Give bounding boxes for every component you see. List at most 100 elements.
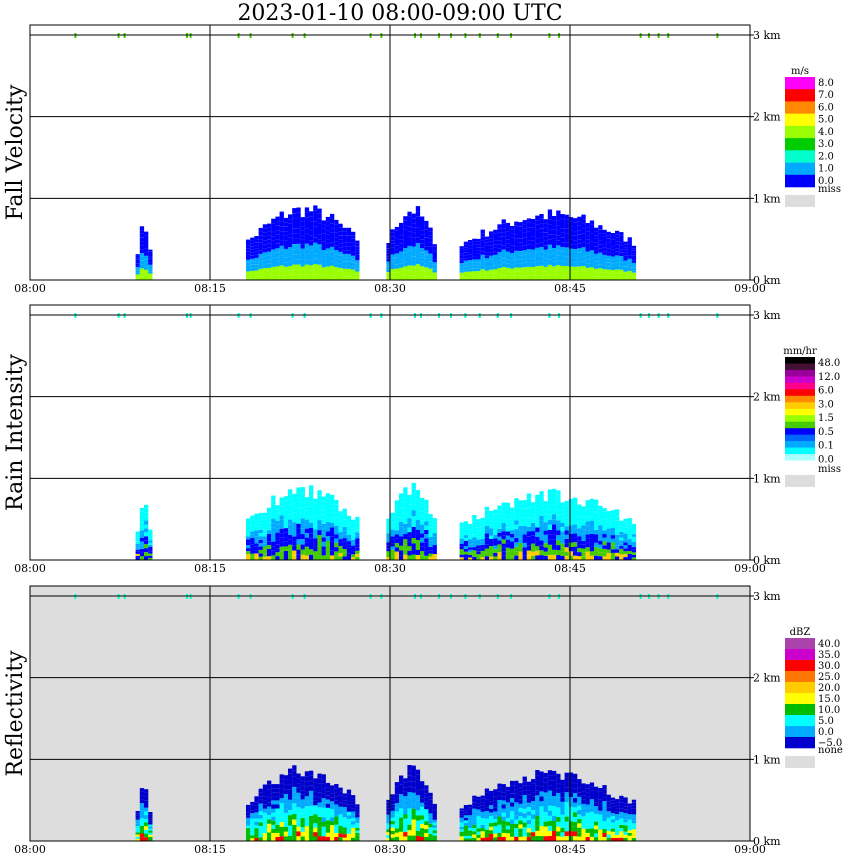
echo-cell <box>300 217 305 222</box>
echo-cell <box>246 256 251 260</box>
echo-cell <box>428 231 433 235</box>
echo-cell <box>271 236 276 241</box>
echo-cell <box>334 808 339 813</box>
echo-cell <box>325 816 331 821</box>
echo-cell <box>547 534 553 540</box>
echo-cell <box>510 515 515 519</box>
echo-cell <box>325 257 331 262</box>
echo-cell <box>615 241 620 245</box>
echo-cell <box>411 765 416 771</box>
echo-cell <box>543 811 548 817</box>
echo-cell <box>342 272 347 277</box>
echo-cell <box>313 551 318 556</box>
echo-cell <box>309 528 314 534</box>
echo-cell <box>535 815 540 821</box>
echo-cell <box>342 834 347 838</box>
echo-cell <box>275 820 280 825</box>
echo-cell <box>309 270 314 276</box>
echo-cell <box>283 266 289 272</box>
echo-cell <box>610 800 616 804</box>
echo-cell <box>556 826 561 832</box>
echo-cell <box>246 828 251 831</box>
echo-cell <box>246 835 251 839</box>
echo-cell <box>497 791 502 796</box>
echo-cell <box>480 805 485 809</box>
echo-cell <box>623 806 628 810</box>
echo-cell <box>432 825 437 828</box>
echo-cell <box>497 828 502 833</box>
echo-cell <box>568 777 574 783</box>
echo-cell <box>424 555 429 560</box>
echo-cell <box>602 236 607 241</box>
echo-cell <box>399 775 404 781</box>
echo-cell <box>258 246 263 251</box>
echo-cell <box>476 548 481 552</box>
echo-cell <box>420 257 425 262</box>
echo-cell <box>493 258 498 263</box>
echo-cell <box>505 837 511 841</box>
echo-cell <box>338 255 343 260</box>
echo-cell <box>602 552 607 557</box>
colorbar-label: 40.0 <box>818 639 840 650</box>
echo-cell <box>135 553 140 556</box>
echo-cell <box>148 536 153 539</box>
echo-cell <box>627 830 632 833</box>
echo-cell <box>399 263 404 268</box>
echo-cell <box>275 556 280 560</box>
echo-cell <box>267 247 272 252</box>
echo-cell <box>564 509 569 514</box>
echo-cell <box>254 267 259 271</box>
echo-cell <box>627 827 632 831</box>
echo-cell <box>342 545 347 549</box>
echo-cell <box>480 824 485 828</box>
echo-cell <box>334 271 339 276</box>
echo-cell <box>258 549 263 554</box>
echo-cell <box>505 523 511 528</box>
echo-cell <box>283 789 289 794</box>
echo-cell <box>619 276 624 280</box>
echo-cell <box>631 811 637 815</box>
echo-cell <box>420 230 425 235</box>
echo-cell <box>623 527 628 531</box>
echo-cell <box>602 251 607 255</box>
echo-cell <box>610 810 616 814</box>
echo-cell <box>493 509 498 514</box>
echo-cell <box>493 240 498 245</box>
echo-cell <box>552 786 557 791</box>
echo-cell <box>275 532 280 537</box>
echo-cell <box>526 222 532 228</box>
echo-cell <box>615 835 620 838</box>
echo-cell <box>468 268 473 272</box>
echo-cell <box>631 820 637 824</box>
echo-cell <box>338 546 343 550</box>
echo-cell <box>300 492 305 498</box>
echo-cell <box>321 245 326 251</box>
colorbar-swatch <box>785 682 815 694</box>
echo-cell <box>493 542 498 546</box>
echo-cell <box>139 268 145 273</box>
echo-cell <box>351 235 356 239</box>
echo-cell <box>535 825 540 831</box>
echo-cell <box>560 551 565 556</box>
echo-cell <box>399 831 404 837</box>
echo-cell <box>292 786 297 793</box>
echo-cell <box>403 518 408 524</box>
echo-cell <box>300 539 305 545</box>
echo-cell <box>390 229 395 233</box>
echo-cell <box>420 529 425 534</box>
echo-cell <box>539 491 544 497</box>
echo-cell <box>313 533 318 539</box>
echo-cell <box>330 504 335 509</box>
echo-cell <box>390 265 395 270</box>
echo-cell <box>407 824 412 831</box>
echo-cell <box>518 808 523 813</box>
echo-cell <box>564 238 569 243</box>
echo-cell <box>480 815 485 819</box>
echo-cell <box>468 820 473 823</box>
echo-cell <box>317 550 322 555</box>
echo-cell <box>355 541 360 545</box>
echo-cell <box>589 237 595 242</box>
echo-cell <box>283 794 289 799</box>
echo-cell <box>581 548 586 553</box>
echo-cell <box>390 519 395 523</box>
